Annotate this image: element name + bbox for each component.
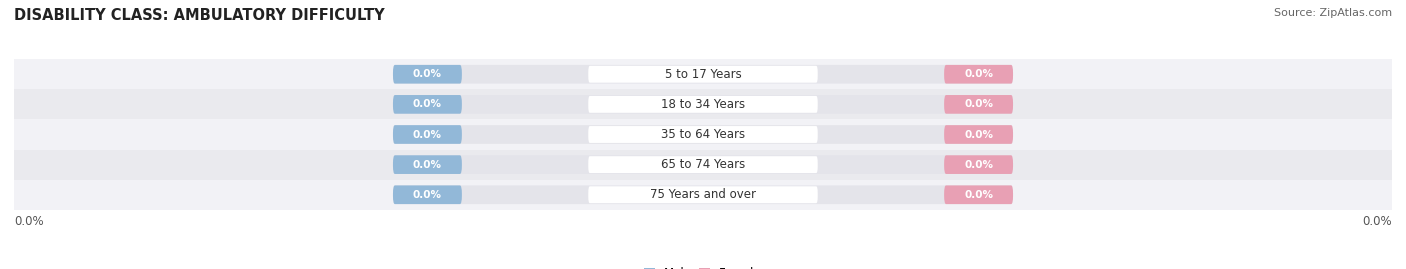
FancyBboxPatch shape bbox=[945, 125, 1012, 144]
Bar bbox=[14, 150, 1392, 180]
FancyBboxPatch shape bbox=[392, 95, 1012, 114]
FancyBboxPatch shape bbox=[945, 185, 1012, 204]
FancyBboxPatch shape bbox=[588, 186, 818, 203]
Bar bbox=[14, 89, 1392, 119]
Bar bbox=[14, 119, 1392, 150]
Bar bbox=[14, 59, 1392, 89]
FancyBboxPatch shape bbox=[392, 185, 1012, 204]
FancyBboxPatch shape bbox=[392, 125, 1012, 144]
Text: 5 to 17 Years: 5 to 17 Years bbox=[665, 68, 741, 81]
FancyBboxPatch shape bbox=[392, 125, 461, 144]
Text: 65 to 74 Years: 65 to 74 Years bbox=[661, 158, 745, 171]
FancyBboxPatch shape bbox=[588, 156, 818, 173]
Text: 0.0%: 0.0% bbox=[965, 160, 993, 170]
FancyBboxPatch shape bbox=[945, 95, 1012, 114]
FancyBboxPatch shape bbox=[392, 185, 461, 204]
Text: DISABILITY CLASS: AMBULATORY DIFFICULTY: DISABILITY CLASS: AMBULATORY DIFFICULTY bbox=[14, 8, 385, 23]
Text: 0.0%: 0.0% bbox=[413, 160, 441, 170]
Text: Source: ZipAtlas.com: Source: ZipAtlas.com bbox=[1274, 8, 1392, 18]
Text: 0.0%: 0.0% bbox=[413, 190, 441, 200]
Text: 0.0%: 0.0% bbox=[965, 190, 993, 200]
Text: 18 to 34 Years: 18 to 34 Years bbox=[661, 98, 745, 111]
Text: 0.0%: 0.0% bbox=[1362, 215, 1392, 228]
Text: 0.0%: 0.0% bbox=[413, 129, 441, 140]
FancyBboxPatch shape bbox=[392, 155, 1012, 174]
Bar bbox=[14, 180, 1392, 210]
FancyBboxPatch shape bbox=[588, 96, 818, 113]
Text: 0.0%: 0.0% bbox=[14, 215, 44, 228]
FancyBboxPatch shape bbox=[945, 65, 1012, 84]
Text: 0.0%: 0.0% bbox=[413, 69, 441, 79]
FancyBboxPatch shape bbox=[588, 126, 818, 143]
Text: 0.0%: 0.0% bbox=[965, 69, 993, 79]
Legend: Male, Female: Male, Female bbox=[641, 264, 765, 269]
Text: 0.0%: 0.0% bbox=[413, 99, 441, 109]
FancyBboxPatch shape bbox=[392, 65, 461, 84]
FancyBboxPatch shape bbox=[392, 65, 1012, 84]
FancyBboxPatch shape bbox=[588, 66, 818, 83]
Text: 0.0%: 0.0% bbox=[965, 129, 993, 140]
FancyBboxPatch shape bbox=[392, 95, 461, 114]
Text: 0.0%: 0.0% bbox=[965, 99, 993, 109]
Text: 75 Years and over: 75 Years and over bbox=[650, 188, 756, 201]
FancyBboxPatch shape bbox=[945, 155, 1012, 174]
Text: 35 to 64 Years: 35 to 64 Years bbox=[661, 128, 745, 141]
FancyBboxPatch shape bbox=[392, 155, 461, 174]
